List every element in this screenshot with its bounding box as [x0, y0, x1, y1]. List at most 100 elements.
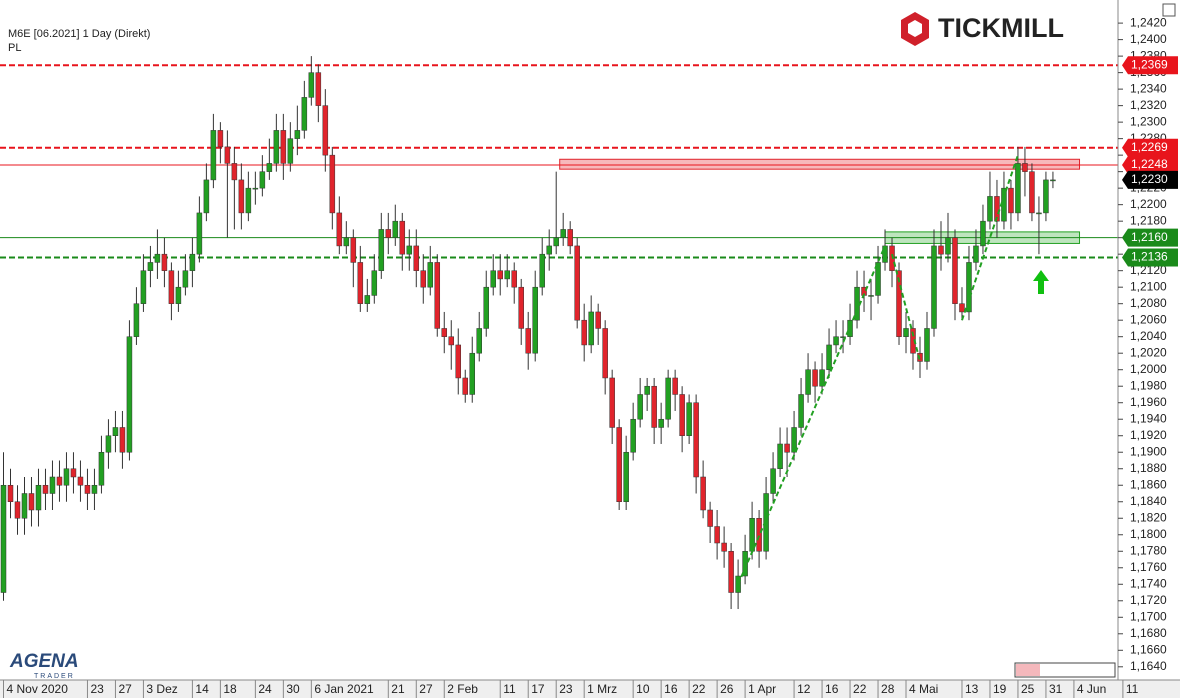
- candle-body: [7, 484, 14, 502]
- candle-body: [588, 311, 594, 346]
- candle-body: [469, 352, 475, 395]
- candle-body: [595, 311, 601, 329]
- trendline: [891, 253, 921, 362]
- candle-body: [693, 402, 699, 478]
- y-tick-label: 1,1700: [1130, 609, 1167, 623]
- candle-body: [112, 427, 119, 436]
- x-tick-label: 21: [391, 682, 405, 696]
- price-tag-label: 1,2230: [1131, 172, 1168, 186]
- price-tag-label: 1,2269: [1131, 140, 1168, 154]
- x-tick-label: 13: [965, 682, 979, 696]
- candle-body: [1036, 212, 1042, 215]
- candle-body: [987, 196, 993, 222]
- price-tag: [1122, 228, 1178, 247]
- y-tick-label: 1,2340: [1130, 81, 1167, 95]
- y-tick-label: 1,1740: [1130, 576, 1167, 590]
- x-tick-label: 18: [223, 682, 237, 696]
- logo-text: AGENA: [9, 651, 79, 672]
- candle-body: [175, 286, 182, 304]
- price-tag: [1122, 156, 1178, 175]
- candle-body: [350, 237, 357, 263]
- corner-button[interactable]: [1162, 3, 1176, 17]
- x-tick-label: 11: [1126, 682, 1139, 696]
- candle-body: [847, 319, 853, 337]
- time-axis: [0, 680, 1180, 698]
- y-tick-label: 1,1960: [1130, 395, 1167, 409]
- candle-body: [266, 163, 273, 172]
- plot-area: [0, 56, 1118, 610]
- candle-body: [791, 427, 797, 453]
- candle-body: [525, 328, 531, 354]
- price-tag-label: 1,2248: [1131, 157, 1168, 171]
- x-tick-label: 23: [90, 682, 104, 696]
- x-tick-label: 1 Mrz: [587, 682, 617, 696]
- x-tick-label: 10: [636, 682, 650, 696]
- x-tick-label: 4 Nov 2020: [6, 682, 68, 696]
- y-tick-label: 1,1900: [1130, 444, 1167, 458]
- x-tick-label: 23: [559, 682, 573, 696]
- candle-body: [833, 336, 839, 346]
- y-tick-label: 1,1920: [1130, 428, 1167, 442]
- price-tag-label: 1,2369: [1131, 57, 1168, 71]
- price-tag: [1122, 248, 1178, 267]
- candle-body: [308, 72, 315, 98]
- candle-body: [336, 212, 343, 247]
- candle-body: [413, 245, 420, 271]
- x-tick-label: 11: [503, 682, 516, 696]
- candle-body: [448, 336, 455, 346]
- y-tick-label: 1,1880: [1130, 461, 1167, 475]
- candle-body: [994, 196, 1000, 222]
- x-tick-label: 30: [286, 682, 300, 696]
- candle-body: [651, 385, 657, 428]
- chart-title: M6E [06.2021] 1 Day (Direkt): [8, 28, 150, 40]
- candle-body: [378, 229, 385, 271]
- candle-body: [217, 130, 224, 148]
- candle-body: [1043, 179, 1049, 214]
- y-tick-label: 1,1800: [1130, 527, 1167, 541]
- candle-body: [546, 245, 552, 255]
- candle-body: [826, 344, 832, 370]
- brand-icon-inner: [908, 20, 922, 37]
- x-tick-label: 2 Feb: [447, 682, 478, 696]
- candle-body: [231, 163, 238, 181]
- scroll-thumb[interactable]: [1016, 664, 1040, 676]
- candle-body: [819, 369, 825, 387]
- y-tick-label: 1,2180: [1130, 213, 1167, 227]
- candle-body: [238, 179, 245, 214]
- candle-body: [973, 245, 979, 263]
- candle-body: [798, 394, 804, 428]
- candle-body: [224, 146, 231, 164]
- candle-body: [721, 542, 727, 552]
- candle-body: [273, 130, 280, 164]
- candle-body: [728, 551, 734, 593]
- price-axis: [1118, 0, 1180, 680]
- candle-body: [903, 328, 909, 337]
- candle-body: [931, 245, 937, 329]
- candle-body: [966, 262, 972, 313]
- candle-body: [35, 484, 42, 511]
- y-tick-label: 1,1720: [1130, 593, 1167, 607]
- y-tick-label: 1,2040: [1130, 329, 1167, 343]
- x-tick-label: 19: [993, 682, 1007, 696]
- x-tick-label: 3 Dez: [146, 682, 177, 696]
- candle-body: [301, 97, 308, 131]
- arrow-up-icon: [1033, 270, 1049, 294]
- x-tick-label: 22: [692, 682, 706, 696]
- candle-body: [154, 253, 161, 263]
- candle-body: [812, 369, 818, 387]
- candle-body: [322, 105, 329, 156]
- candle-body: [392, 220, 399, 238]
- candle-body: [630, 418, 636, 453]
- candle-body: [511, 270, 517, 288]
- candle-body: [483, 286, 489, 329]
- candle-body: [28, 493, 35, 511]
- candle-body: [182, 270, 189, 288]
- candle-body: [854, 286, 860, 321]
- candle-body: [609, 377, 615, 428]
- candle-body: [644, 385, 650, 395]
- candle-body: [119, 427, 126, 453]
- candle-body: [252, 187, 259, 190]
- candle-body: [581, 319, 587, 346]
- y-tick-label: 1,1980: [1130, 378, 1167, 392]
